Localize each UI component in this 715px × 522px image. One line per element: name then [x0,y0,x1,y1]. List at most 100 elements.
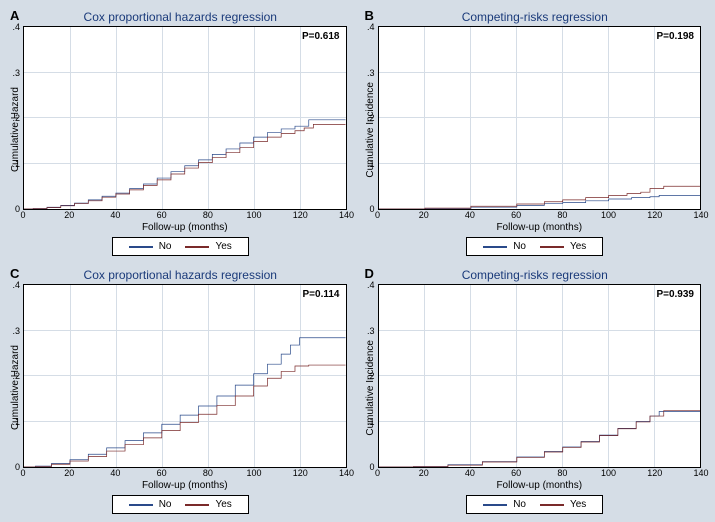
y-tick-label: .2 [367,371,375,381]
x-tick-label: 120 [293,210,308,220]
legend-label: Yes [215,241,231,252]
y-tick-label: .2 [367,113,375,123]
x-axis-label: Follow-up (months) [378,480,702,491]
plot-area: 0.1.2.3.4P=0.114 [23,284,347,468]
legend-swatch [540,504,564,506]
panel-D: DCompeting-risks regressionCumulative In… [361,264,710,516]
legend-label: No [513,241,526,252]
x-tick-label: 80 [557,468,567,478]
legend: NoYes [112,495,249,514]
x-tick-label: 100 [247,468,262,478]
series-svg [24,27,346,209]
legend: No Yes [466,237,603,256]
y-tick-label: .3 [12,68,20,78]
x-tick-label: 20 [64,210,74,220]
panel-C: CCox proportional hazards regressionCumu… [6,264,355,516]
y-tick-label: 0 [15,462,20,472]
x-tick-label: 20 [419,210,429,220]
legend-label: No [513,499,526,510]
x-axis-label: Follow-up (months) [378,222,702,233]
plot-column: 0.1.2.3.4P=0.198020406080100120140Follow… [378,26,710,233]
x-tick-label: 0 [20,468,25,478]
x-ticks: 020406080100120140 [23,468,347,480]
x-axis-label: Follow-up (months) [23,480,347,491]
plot-wrap: Cumulative Hazard0.1.2.3.4P=0.1140204060… [6,284,355,491]
y-tick-label: .4 [12,22,20,32]
series-svg [379,27,701,209]
y-tick-label: .4 [367,22,375,32]
legend-label: Yes [570,241,586,252]
series-svg [379,285,701,467]
x-tick-label: 140 [693,468,708,478]
legend-swatch [185,504,209,506]
figure-grid: ACox proportional hazards regressionCumu… [0,0,715,522]
legend-item-no: No [129,499,172,510]
plot-wrap: Cumulative Incidence0.1.2.3.4P=0.1980204… [361,26,710,233]
x-tick-label: 20 [64,468,74,478]
series-svg [24,285,346,467]
y-tick-label: .4 [12,280,20,290]
x-tick-label: 120 [647,468,662,478]
y-tick-label: .1 [367,417,375,427]
panel-B: BCompeting-risks regressionCumulative In… [361,6,710,258]
x-tick-label: 140 [339,210,354,220]
legend-label: Yes [570,499,586,510]
plot-column: 0.1.2.3.4P=0.618020406080100120140Follow… [23,26,355,233]
legend-item-no: No [129,241,172,252]
y-tick-label: .1 [12,159,20,169]
y-ticks: 0.1.2.3.4 [2,285,22,467]
x-tick-label: 20 [419,468,429,478]
panel-title: Cox proportional hazards regression [84,10,277,24]
x-tick-label: 100 [247,210,262,220]
legend-swatch [185,246,209,248]
x-axis-label: Follow-up (months) [23,222,347,233]
plot-wrap: Cumulative Hazard0.1.2.3.4P=0.6180204060… [6,26,355,233]
legend-label: No [159,499,172,510]
x-tick-label: 120 [293,468,308,478]
legend-item-yes: Yes [185,241,231,252]
y-tick-label: .4 [367,280,375,290]
x-tick-label: 40 [465,210,475,220]
legend: No Yes [112,237,249,256]
y-tick-label: .2 [12,371,20,381]
y-tick-label: .2 [12,113,20,123]
legend-item-no: No [483,241,526,252]
series-yes [379,411,701,467]
series-no [24,338,346,467]
y-tick-label: 0 [15,204,20,214]
panel-letter: B [365,8,374,23]
x-ticks: 020406080100120140 [23,210,347,222]
x-tick-label: 0 [20,210,25,220]
panel-title: Cox proportional hazards regression [84,268,277,282]
legend-swatch [129,246,153,248]
legend-item-no: No [483,499,526,510]
x-tick-label: 100 [601,210,616,220]
series-no [379,411,701,467]
panel-title: Competing-risks regression [462,268,608,282]
x-tick-label: 60 [511,210,521,220]
legend-swatch [483,504,507,506]
legend: No Yes [466,495,603,514]
y-tick-label: .1 [367,159,375,169]
legend-swatch [129,504,153,506]
legend-label: No [159,241,172,252]
plot-area: 0.1.2.3.4P=0.618 [23,26,347,210]
y-tick-label: .3 [367,326,375,336]
y-tick-label: 0 [369,462,374,472]
panel-A: ACox proportional hazards regressionCumu… [6,6,355,258]
plot-area: 0.1.2.3.4P=0.939 [378,284,702,468]
plot-wrap: Cumulative Incidence0.1.2.3.4P=0.9390204… [361,284,710,491]
y-tick-label: 0 [369,204,374,214]
x-ticks: 020406080100120140 [378,468,702,480]
x-tick-label: 80 [557,210,567,220]
x-ticks: 020406080100120140 [378,210,702,222]
x-tick-label: 60 [157,210,167,220]
legend-item-yes: Yes [540,241,586,252]
x-tick-label: 80 [203,468,213,478]
x-tick-label: 140 [339,468,354,478]
series-no [24,120,346,209]
series-no [379,195,701,209]
panel-title: Competing-risks regression [462,10,608,24]
plot-column: 0.1.2.3.4P=0.114020406080100120140Follow… [23,284,355,491]
y-ticks: 0.1.2.3.4 [2,27,22,209]
